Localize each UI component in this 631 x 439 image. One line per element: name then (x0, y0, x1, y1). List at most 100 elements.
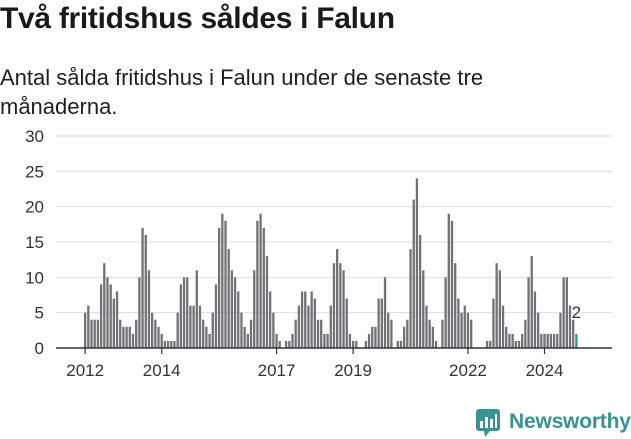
bar (246, 333, 249, 348)
bar (546, 333, 549, 348)
bar (135, 319, 138, 348)
bar (489, 340, 492, 348)
bar (469, 319, 473, 348)
x-tick-label: 2017 (258, 361, 296, 380)
bar (147, 270, 151, 348)
bar (549, 333, 553, 348)
bar (543, 333, 546, 348)
bar (425, 305, 428, 348)
brand-name: Newsworthy (509, 410, 631, 433)
bar (195, 270, 198, 348)
bar (198, 305, 202, 348)
x-tick-label: 2024 (526, 361, 564, 380)
bar (498, 270, 501, 348)
bar (179, 284, 182, 348)
x-tick-label: 2019 (334, 361, 372, 380)
bar (275, 333, 278, 348)
bar (403, 326, 406, 348)
bar (431, 326, 435, 348)
bar (450, 220, 454, 348)
bar (99, 284, 103, 348)
bar (374, 326, 377, 348)
bar (562, 277, 565, 348)
bar (559, 312, 562, 348)
bar (351, 340, 355, 348)
bar (163, 340, 167, 348)
bar (348, 333, 352, 348)
bar (501, 305, 505, 348)
bar (150, 312, 154, 348)
bar (326, 333, 329, 348)
bar (556, 333, 559, 348)
bar (444, 277, 447, 348)
bar (355, 340, 358, 348)
bar (406, 319, 409, 348)
bar (288, 340, 291, 348)
bar (221, 213, 224, 348)
bar (90, 319, 93, 348)
bar (434, 340, 438, 348)
page-subtitle: Antal sålda fritidshus i Falun under de … (0, 65, 484, 119)
bar (310, 291, 313, 348)
y-tick-label: 0 (35, 339, 44, 358)
bar (304, 291, 307, 348)
bar (415, 178, 419, 348)
bar (202, 319, 205, 348)
x-tick-label: 2022 (449, 361, 487, 380)
bar (336, 249, 339, 348)
bar (237, 291, 240, 348)
bar (125, 326, 128, 348)
bar (428, 319, 431, 348)
bar (380, 298, 383, 348)
bar (399, 340, 403, 348)
bar (511, 333, 514, 348)
bar (345, 298, 348, 348)
bar (371, 326, 374, 348)
bar (205, 326, 208, 348)
bar (568, 305, 572, 348)
bar (412, 199, 415, 348)
bar (214, 284, 218, 348)
bar (418, 234, 422, 348)
bar (409, 249, 412, 348)
y-tick-label: 30 (25, 127, 44, 146)
bar (186, 277, 189, 348)
bar (460, 312, 463, 348)
bar (243, 326, 246, 348)
bar (87, 305, 90, 348)
bar (396, 340, 399, 348)
bar (154, 319, 157, 348)
bar (540, 333, 543, 348)
bar (377, 298, 380, 348)
bar (492, 298, 495, 348)
bar (138, 277, 141, 348)
bar (383, 277, 387, 348)
y-tick-label: 10 (25, 268, 44, 287)
bar (265, 256, 269, 348)
bar (457, 298, 460, 348)
bar (329, 305, 332, 348)
bar (227, 249, 230, 348)
bar (269, 291, 272, 348)
bar (224, 220, 227, 348)
bar (387, 312, 390, 348)
bar (517, 340, 521, 348)
bar (217, 227, 221, 348)
bar (170, 340, 173, 348)
bar (173, 340, 176, 348)
bar (103, 263, 106, 348)
y-tick-label: 5 (35, 304, 44, 323)
bar (157, 326, 160, 348)
bar (141, 227, 144, 348)
bar (144, 234, 147, 348)
x-tick-label: 2014 (143, 361, 181, 380)
bar (316, 319, 320, 348)
bar (575, 333, 578, 348)
bar (262, 227, 265, 348)
bar (552, 333, 556, 348)
bar (284, 340, 288, 348)
bar (160, 333, 163, 348)
bar (249, 319, 253, 348)
bar (192, 305, 195, 348)
bar (211, 312, 214, 348)
